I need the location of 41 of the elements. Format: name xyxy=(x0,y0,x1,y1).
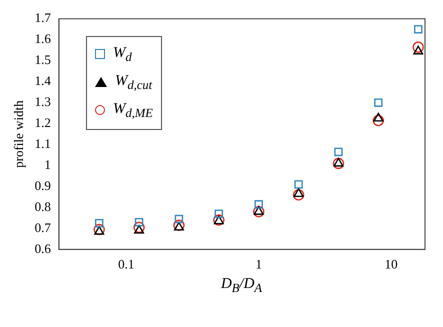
point xyxy=(292,189,304,201)
point xyxy=(133,222,145,234)
point xyxy=(253,206,264,218)
point xyxy=(174,214,184,224)
point xyxy=(332,158,344,170)
point xyxy=(412,41,424,53)
y-tick-label: 1.6 xyxy=(34,31,52,46)
legend-label: W$_{d}$ xyxy=(113,45,132,64)
y-tick-label: 0.7 xyxy=(34,220,52,235)
x-tick-label: 1 xyxy=(255,256,262,272)
y-tick-label: 1.3 xyxy=(34,94,51,110)
point xyxy=(413,46,424,54)
point xyxy=(334,148,343,156)
point xyxy=(134,224,144,234)
y-tick-label: 0.6 xyxy=(34,240,52,256)
y-tick-label: 1.4 xyxy=(34,73,52,88)
point xyxy=(294,180,303,189)
y-tick-label: 1 xyxy=(44,156,51,172)
point xyxy=(214,210,224,218)
y-tick-label: 1.7 xyxy=(34,10,52,26)
y-tick-label: 1.5 xyxy=(34,52,51,68)
legend-label: W$_{d,ME}$ xyxy=(113,101,153,120)
point xyxy=(294,188,304,197)
point xyxy=(254,200,263,209)
y-tick-label: 0.8 xyxy=(34,198,51,214)
point xyxy=(95,219,104,228)
y-tick-label: 0.9 xyxy=(34,178,51,193)
x-axis-title: D$_{B}$/D$_{A}$ xyxy=(220,276,264,296)
point xyxy=(254,206,264,215)
y-axis-title: profile width xyxy=(11,100,26,168)
y-tick-label: 1.1 xyxy=(34,136,51,152)
point xyxy=(372,114,384,126)
point xyxy=(414,25,422,34)
x-tick-label: 10 xyxy=(384,256,398,272)
x-tick-label: 0.1 xyxy=(118,256,134,272)
legend-label: W$_{d,cut}$ xyxy=(115,73,152,92)
point xyxy=(373,112,384,122)
point xyxy=(333,158,344,167)
point xyxy=(374,98,383,107)
point xyxy=(134,218,144,226)
y-tick-label: 1.2 xyxy=(34,115,51,130)
